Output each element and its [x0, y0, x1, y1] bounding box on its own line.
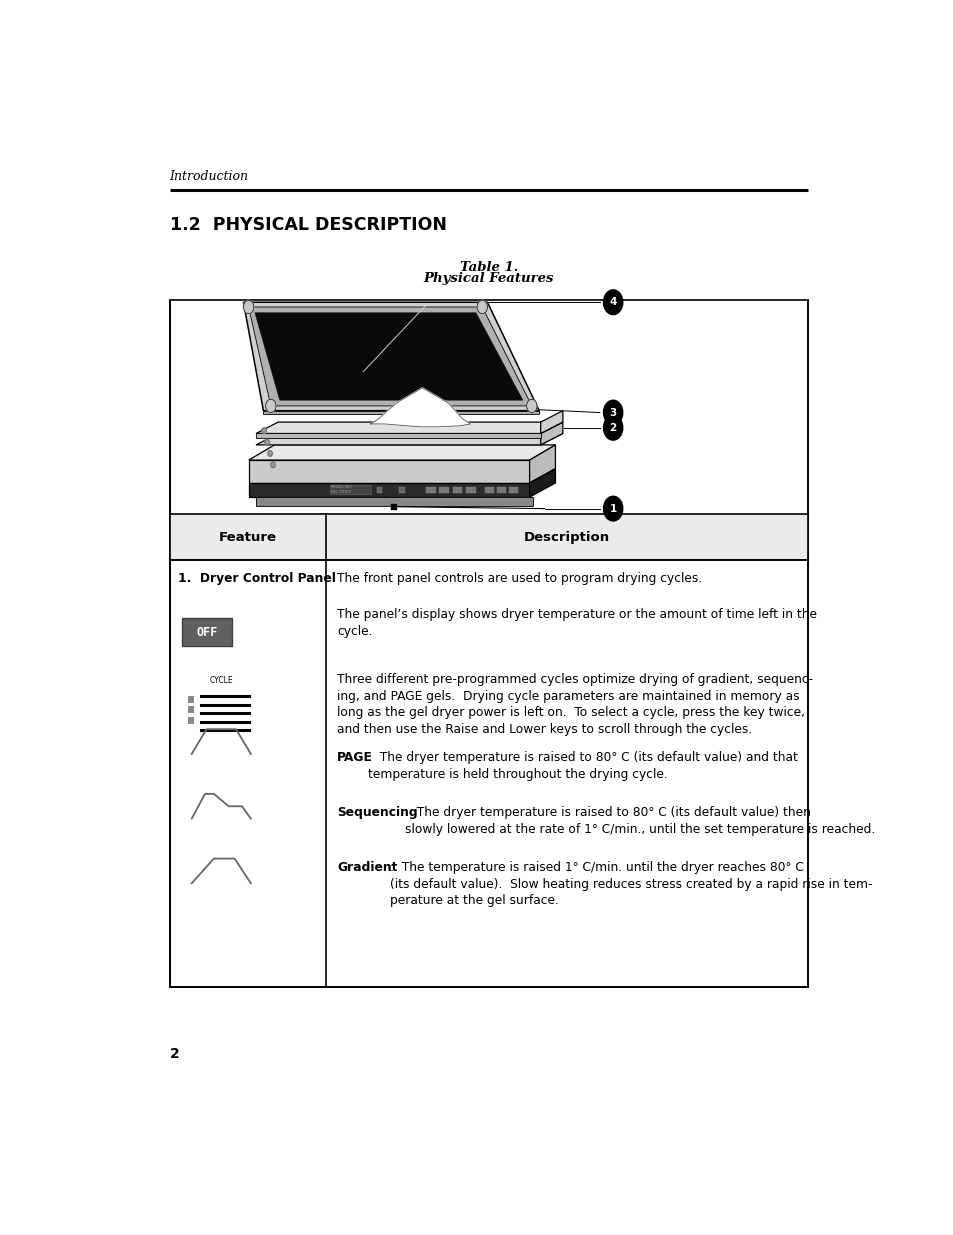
Bar [182, 618, 233, 646]
Polygon shape [255, 433, 562, 445]
Bar [453, 487, 462, 494]
Polygon shape [540, 411, 562, 433]
Text: :  The temperature is raised 1° C/min. until the dryer reaches 80° C
(its defaul: : The temperature is raised 1° C/min. un… [390, 862, 872, 908]
Text: The front panel controls are used to program drying cycles.: The front panel controls are used to pro… [336, 572, 701, 585]
Polygon shape [255, 422, 562, 433]
Bar [398, 487, 404, 494]
Polygon shape [529, 445, 555, 483]
Polygon shape [255, 433, 540, 438]
Polygon shape [249, 308, 531, 406]
Bar [330, 485, 370, 494]
Circle shape [262, 427, 266, 433]
Polygon shape [370, 388, 470, 427]
Text: Description: Description [523, 531, 610, 543]
Circle shape [271, 462, 275, 468]
Circle shape [243, 300, 253, 314]
Bar [508, 487, 517, 494]
Bar [188, 716, 193, 724]
Text: :  The dryer temperature is raised to 80° C (its default value) then
slowly lowe: : The dryer temperature is raised to 80°… [405, 806, 875, 836]
Text: The panel’s display shows dryer temperature or the amount of time left in the
cy: The panel’s display shows dryer temperat… [336, 609, 817, 638]
Circle shape [526, 399, 537, 412]
Circle shape [603, 496, 622, 521]
Bar [426, 487, 436, 494]
Circle shape [265, 440, 269, 445]
Text: Feature: Feature [218, 531, 276, 543]
Circle shape [265, 399, 275, 412]
Text: Sequencing: Sequencing [336, 806, 417, 819]
Text: Table 1.: Table 1. [459, 261, 517, 274]
Text: 4: 4 [609, 298, 617, 308]
Text: OFF: OFF [196, 626, 217, 638]
Text: MODEL 583
GEL DRYER: MODEL 583 GEL DRYER [331, 485, 352, 494]
Text: 2: 2 [609, 422, 616, 432]
Text: 3: 3 [609, 408, 616, 417]
Polygon shape [254, 312, 522, 400]
Bar [376, 487, 382, 494]
Text: CYCLE: CYCLE [210, 676, 233, 684]
Polygon shape [249, 445, 555, 461]
Circle shape [476, 300, 487, 314]
Bar [497, 487, 505, 494]
Text: 2: 2 [170, 1047, 179, 1061]
Bar [170, 514, 807, 559]
Polygon shape [255, 498, 533, 506]
Circle shape [603, 400, 622, 425]
Bar [485, 487, 494, 494]
Polygon shape [249, 483, 529, 498]
Text: Gradient: Gradient [336, 862, 397, 874]
Polygon shape [529, 468, 555, 498]
Polygon shape [540, 422, 562, 445]
Circle shape [268, 451, 272, 456]
Bar [439, 487, 449, 494]
Bar [465, 487, 476, 494]
Text: 1.  Dryer Control Panel: 1. Dryer Control Panel [178, 572, 335, 585]
Text: Three different pre-programmed cycles optimize drying of gradient, sequenc-
ing,: Three different pre-programmed cycles op… [336, 673, 812, 736]
Text: 1: 1 [609, 504, 616, 514]
Circle shape [603, 415, 622, 440]
Polygon shape [243, 303, 538, 411]
Text: PAGE: PAGE [336, 751, 373, 764]
Polygon shape [249, 461, 529, 483]
Bar [188, 706, 193, 713]
Circle shape [603, 290, 622, 315]
Text: 1.2  PHYSICAL DESCRIPTION: 1.2 PHYSICAL DESCRIPTION [170, 216, 446, 233]
Text: Introduction: Introduction [170, 170, 249, 183]
Text: :  The dryer temperature is raised to 80° C (its default value) and that
tempera: : The dryer temperature is raised to 80°… [368, 751, 798, 781]
Bar [391, 504, 396, 510]
Bar [170, 300, 807, 987]
Polygon shape [263, 411, 538, 415]
Bar [188, 697, 193, 703]
Text: Physical Features: Physical Features [423, 272, 554, 285]
